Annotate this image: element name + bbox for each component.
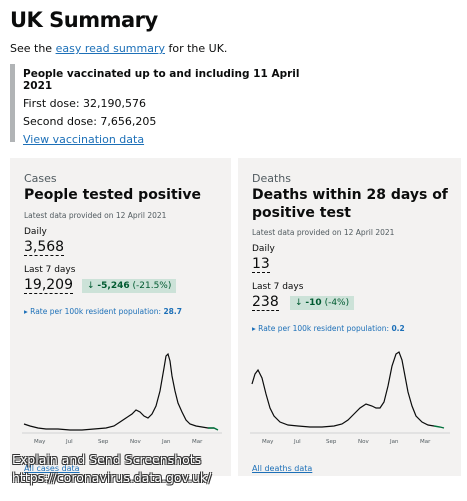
- deaths-line-recent: [433, 425, 445, 429]
- x-tick: Mar: [420, 439, 431, 445]
- all-cases-link[interactable]: All cases data: [24, 464, 80, 473]
- x-tick: Jul: [293, 439, 301, 445]
- deaths-line: [251, 351, 435, 428]
- vaccination-summary: People vaccinated up to and including 11…: [10, 64, 323, 146]
- cases-line: [23, 352, 214, 431]
- deaths-rate-value: 0.2: [391, 324, 405, 333]
- cases-week-label: Last 7 days: [24, 265, 76, 275]
- x-tick: May: [262, 439, 274, 445]
- deaths-latest-date: Latest data provided on 12 April 2021: [252, 228, 395, 237]
- easy-read-link[interactable]: easy read summary: [55, 42, 165, 55]
- page-title: UK Summary: [10, 8, 158, 32]
- vaccination-heading: People vaccinated up to and including 11…: [23, 68, 300, 92]
- intro-suffix: for the UK.: [168, 42, 228, 55]
- intro-prefix: See the: [10, 42, 53, 55]
- deaths-card: Deaths Deaths within 28 days of positive…: [238, 158, 461, 476]
- deaths-category: Deaths: [252, 172, 291, 185]
- first-dose-text: First dose: 32,190,576: [23, 97, 147, 110]
- cases-rate-label: Rate per 100k resident population:: [30, 307, 162, 316]
- cases-latest-date: Latest data provided on 12 April 2021: [24, 211, 167, 220]
- triangle-right-icon: ▸: [252, 324, 256, 333]
- deaths-week-label: Last 7 days: [252, 282, 304, 292]
- deaths-daily-label: Daily: [252, 244, 275, 254]
- cases-rate[interactable]: ▸ Rate per 100k resident population: 28.…: [24, 307, 182, 316]
- x-tick: Jan: [161, 439, 171, 445]
- cases-change-badge: ↓ -5,246 (-21.5%): [82, 279, 177, 293]
- deaths-chart: May Jul Sep Nov Jan Mar: [250, 351, 450, 445]
- watermark-line-1: Explain and Send Screenshots: [12, 452, 202, 467]
- watermark-line-2: https://coronavirus.data.gov.uk/: [12, 470, 212, 485]
- deaths-change-badge: ↓ -10 (-4%): [290, 296, 355, 310]
- x-tick: Jul: [65, 439, 73, 445]
- x-tick: Mar: [192, 439, 203, 445]
- cases-rate-value: 28.7: [163, 307, 182, 316]
- deaths-rate[interactable]: ▸ Rate per 100k resident population: 0.2: [252, 324, 405, 333]
- deaths-daily-value[interactable]: 13: [252, 256, 270, 273]
- cases-title[interactable]: People tested positive: [24, 187, 202, 203]
- deaths-rate-label: Rate per 100k resident population:: [258, 324, 390, 333]
- x-tick: Sep: [326, 439, 337, 445]
- cases-week-value[interactable]: 19,209: [24, 277, 73, 294]
- second-dose-text: Second dose: 7,656,205: [23, 115, 157, 128]
- x-tick: Nov: [358, 439, 369, 445]
- deaths-title[interactable]: Deaths within 28 days of positive test: [252, 187, 448, 221]
- view-vaccination-link[interactable]: View vaccination data: [23, 133, 145, 146]
- x-tick: May: [34, 439, 46, 445]
- x-tick: Sep: [98, 439, 109, 445]
- cases-card: Cases People tested positive Latest data…: [10, 158, 231, 476]
- down-arrow-icon: ↓: [87, 281, 95, 291]
- cases-daily-label: Daily: [24, 227, 47, 237]
- cases-category: Cases: [24, 172, 57, 185]
- x-tick: Nov: [130, 439, 141, 445]
- triangle-right-icon: ▸: [24, 307, 28, 316]
- cases-change-pct: (-21.5%): [132, 281, 172, 291]
- cases-daily-value[interactable]: 3,568: [24, 239, 65, 256]
- deaths-change-pct: (-4%): [324, 298, 350, 308]
- deaths-week-value[interactable]: 238: [252, 294, 279, 311]
- cases-change-value: -5,246: [97, 281, 130, 291]
- all-deaths-link[interactable]: All deaths data: [252, 464, 313, 473]
- x-tick: Jan: [389, 439, 399, 445]
- cases-line-recent: [208, 427, 219, 431]
- cases-chart: May Jul Sep Nov Jan Mar: [22, 352, 222, 445]
- deaths-change-value: -10: [305, 298, 322, 308]
- down-arrow-icon: ↓: [295, 298, 303, 308]
- intro-text: See the easy read summary for the UK.: [10, 42, 227, 55]
